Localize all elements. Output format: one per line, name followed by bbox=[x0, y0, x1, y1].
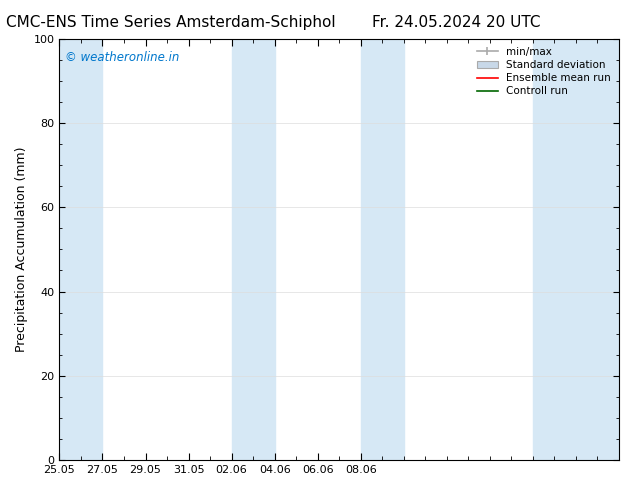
Bar bbox=[361, 39, 404, 460]
Bar bbox=[533, 39, 619, 460]
Y-axis label: Precipitation Accumulation (mm): Precipitation Accumulation (mm) bbox=[15, 147, 28, 352]
Text: Fr. 24.05.2024 20 UTC: Fr. 24.05.2024 20 UTC bbox=[372, 15, 541, 30]
Text: CMC-ENS Time Series Amsterdam-Schiphol: CMC-ENS Time Series Amsterdam-Schiphol bbox=[6, 15, 336, 30]
Bar bbox=[60, 39, 103, 460]
Legend: min/max, Standard deviation, Ensemble mean run, Controll run: min/max, Standard deviation, Ensemble me… bbox=[474, 44, 614, 99]
Text: © weatheronline.in: © weatheronline.in bbox=[65, 51, 179, 64]
Bar bbox=[231, 39, 275, 460]
